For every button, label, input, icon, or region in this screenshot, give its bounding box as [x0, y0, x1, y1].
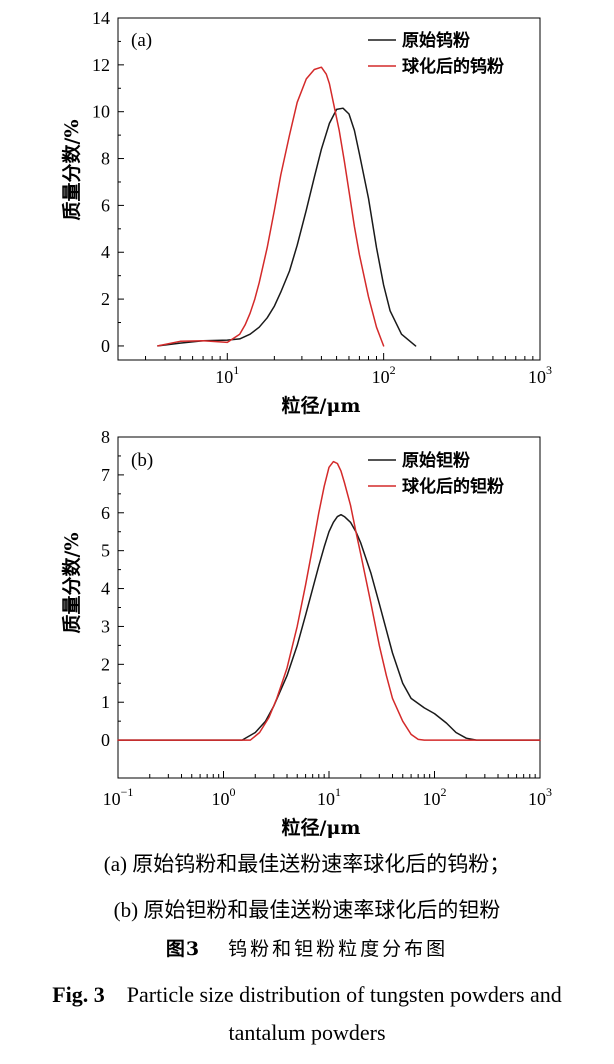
figure-label-zh: 图3: [165, 938, 201, 960]
x-tick-label: 103: [528, 785, 552, 809]
y-tick-label: 14: [92, 8, 110, 28]
y-tick-label: 7: [101, 465, 110, 485]
x-tick-label: 101: [215, 363, 239, 387]
plot-frame: [117, 17, 541, 361]
x-tick-label: 103: [528, 363, 552, 387]
figure-title-en-line-2: tantalum powders: [228, 1020, 386, 1045]
panel-label: (a): [131, 30, 152, 51]
y-tick-label: 10: [92, 102, 110, 122]
y-tick-label: 2: [101, 289, 110, 309]
x-tick-label: 100: [212, 785, 236, 809]
y-tick-label: 6: [101, 503, 110, 523]
x-tick-label: 102: [423, 785, 447, 809]
y-tick-label: 5: [101, 541, 110, 561]
y-axis-title: 质量分数/%: [60, 120, 83, 221]
y-tick-label: 12: [92, 55, 110, 75]
x-axis-title: 粒径/μm: [282, 816, 361, 839]
series-line-1: [117, 513, 541, 741]
figure-title-en: Fig. 3 Particle size distribution of tung…: [0, 976, 614, 1052]
caption-block: (a) 原始钨粉和最佳送粉速率球化后的钨粉；: [0, 848, 614, 878]
legend-label-2: 球化后的钽粉: [402, 476, 504, 497]
series-line-2: [117, 460, 541, 741]
y-tick-label: 8: [101, 427, 110, 447]
legend-label-1: 原始钨粉: [402, 30, 470, 51]
y-axis-title: 质量分数/%: [60, 533, 83, 634]
y-tick-label: 0: [101, 730, 110, 750]
y-tick-label: 0: [101, 336, 110, 356]
caption-block-2: (b) 原始钽粉和最佳送粉速率球化后的钽粉: [0, 894, 614, 924]
y-tick-label: 4: [101, 579, 110, 599]
y-tick-label: 2: [101, 654, 110, 674]
x-tick-label: 10−1: [103, 785, 134, 809]
y-tick-label: 8: [101, 149, 110, 169]
legend-label-2: 球化后的钨粉: [402, 56, 504, 77]
caption-zh-line-1: (a) 原始钨粉和最佳送粉速率球化后的钨粉；: [103, 852, 511, 876]
figure-title-text-en-1: Particle size distribution of tungsten p…: [126, 982, 562, 1007]
series-line-1: [157, 107, 417, 347]
y-tick-label: 6: [101, 195, 110, 215]
chart-panel-a: 0 2 4 6 8 10 12 14 101 102 103 粒径/μm 质量分数/% (a) 原始钨粉球化…: [60, 8, 552, 417]
x-axis-title: 粒径/μm: [282, 394, 361, 417]
figure-title-text-zh: 钨粉和钽粉粒度分布图: [228, 938, 449, 960]
y-tick-label: 3: [101, 616, 110, 636]
panel-label: (b): [131, 450, 153, 471]
caption-zh-line-2: (b) 原始钽粉和最佳送粉速率球化后的钽粉: [113, 898, 501, 922]
legend-label-1: 原始钽粉: [402, 450, 470, 471]
y-tick-label: 4: [101, 242, 110, 262]
x-tick-label: 102: [372, 363, 396, 387]
figure-title-zh: 图3 钨粉和钽粉粒度分布图: [0, 934, 614, 961]
figure-label-en: Fig. 3: [52, 982, 105, 1007]
figure-title-en-line-1: Fig. 3 Particle size distribution of tung…: [0, 976, 614, 1014]
y-tick-label: 1: [101, 692, 110, 712]
chart-panel-b: 0 1 2 3 4 5 6 7 8 10−1 100 101 102 103 粒径/μm 质量分数/% (b) 原…: [60, 427, 552, 839]
x-tick-label: 101: [317, 785, 341, 809]
series-line-2: [157, 66, 385, 347]
